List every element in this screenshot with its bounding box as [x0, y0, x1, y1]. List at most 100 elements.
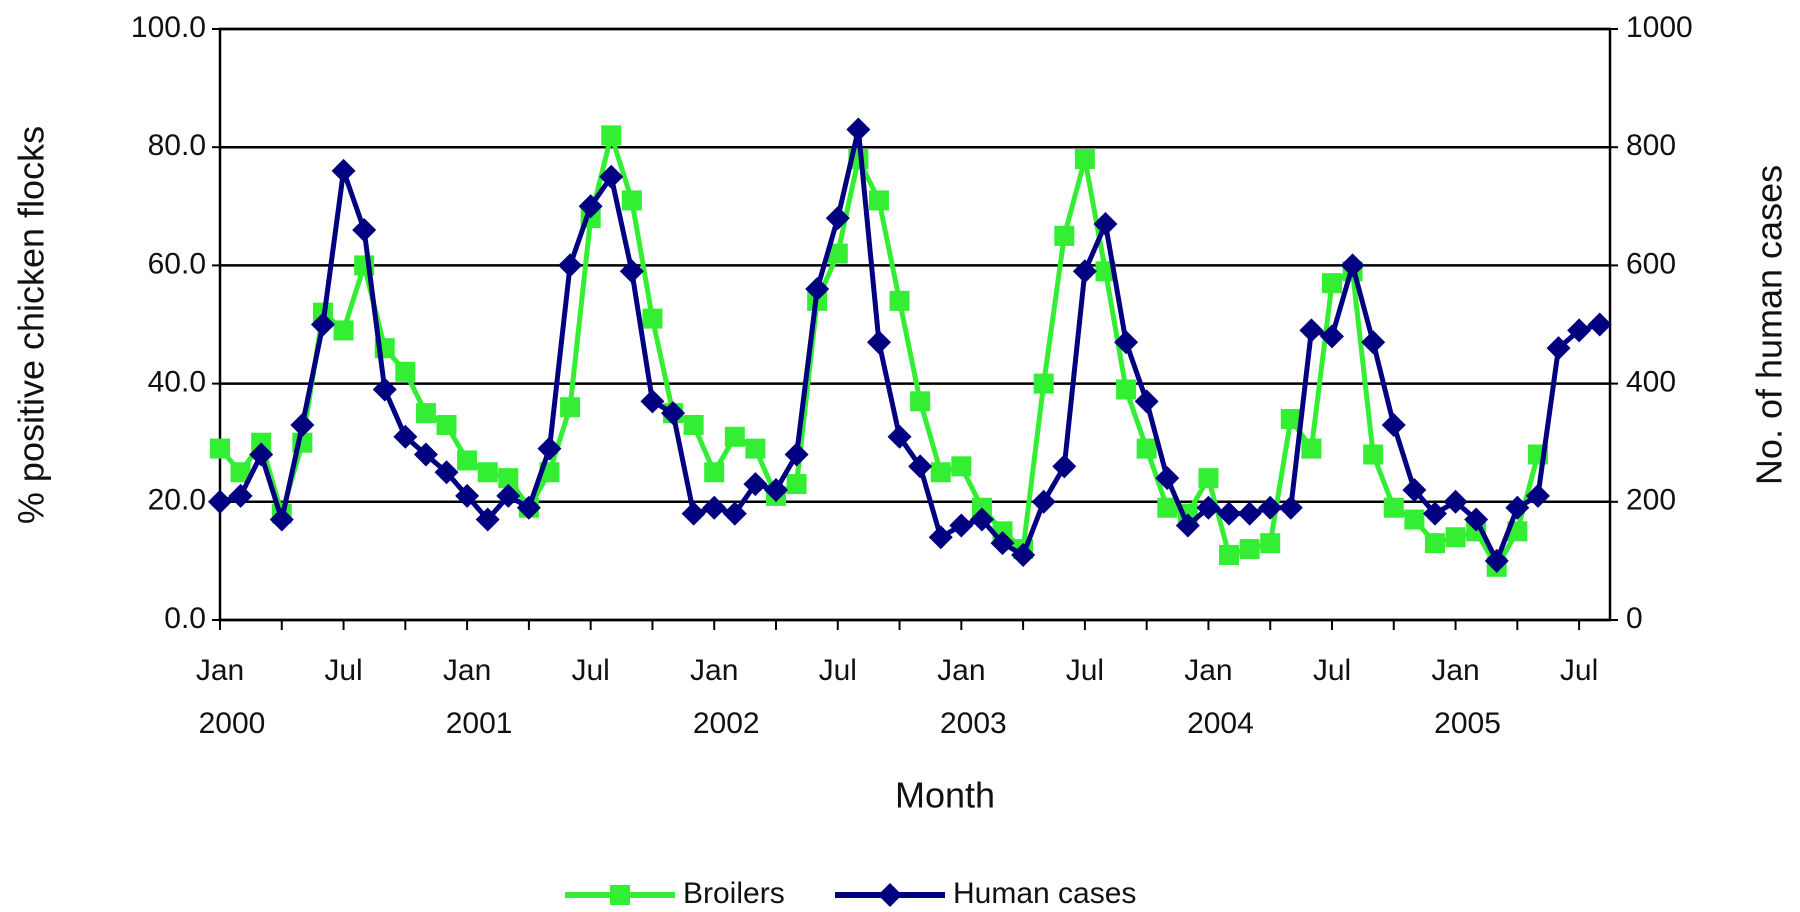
point: [1258, 495, 1283, 520]
point: [1280, 409, 1301, 430]
point: [210, 438, 230, 459]
x-tick-label: Jan: [196, 654, 244, 687]
point: [208, 489, 232, 514]
point: [951, 456, 972, 477]
point: [413, 442, 438, 467]
y-axis-title: % positive chicken flocks: [11, 126, 52, 524]
point: [228, 483, 253, 508]
point: [290, 412, 315, 437]
point: [601, 125, 622, 146]
point: [805, 277, 830, 302]
point: [846, 117, 871, 142]
point: [786, 474, 807, 495]
point: [661, 401, 686, 426]
point: [1546, 336, 1571, 361]
point: [1155, 466, 1180, 491]
point: [1072, 259, 1097, 284]
x-year-label: 2000: [199, 707, 266, 740]
point: [1074, 149, 1095, 170]
y-tick-label: 20.0: [148, 484, 206, 517]
x-year-label: 2005: [1434, 707, 1501, 740]
point: [621, 190, 642, 211]
point: [866, 330, 891, 355]
legend-marker: [878, 883, 902, 907]
x-year-label: 2003: [940, 707, 1007, 740]
x-year-label: 2001: [446, 707, 513, 740]
point: [1175, 513, 1200, 538]
point: [1237, 501, 1262, 526]
y-tick-label: 40.0: [148, 366, 206, 399]
point: [578, 194, 603, 219]
point: [1322, 273, 1342, 294]
point: [415, 403, 436, 424]
point: [784, 442, 809, 467]
point: [910, 391, 931, 412]
point: [558, 253, 583, 278]
point: [352, 217, 377, 242]
point: [1361, 330, 1386, 355]
point: [1301, 438, 1322, 459]
x-tick-label: Jan: [690, 654, 738, 687]
point: [990, 531, 1015, 556]
x-tick-label: Jul: [324, 654, 362, 687]
point: [249, 442, 274, 467]
y2-tick-label: 0: [1626, 602, 1643, 635]
y-tick-label: 60.0: [148, 247, 206, 280]
point: [1587, 312, 1612, 337]
point: [230, 462, 251, 483]
point: [269, 507, 294, 532]
point: [1054, 225, 1075, 246]
point: [1363, 444, 1384, 465]
point: [1011, 542, 1036, 567]
y2-tick-label: 200: [1626, 484, 1676, 517]
y2-tick-label: 600: [1626, 247, 1676, 280]
point: [887, 424, 912, 449]
point: [1381, 412, 1406, 437]
point: [640, 389, 665, 414]
point: [743, 472, 768, 497]
point: [1239, 539, 1260, 560]
point: [889, 290, 910, 311]
point: [683, 414, 704, 435]
point: [1198, 468, 1219, 489]
x-axis-title: Month: [895, 775, 995, 816]
point: [516, 495, 541, 520]
y2-axis-title: No. of human cases: [1749, 165, 1790, 485]
point: [372, 377, 397, 402]
point: [1052, 454, 1077, 479]
y2-tick-label: 1000: [1626, 11, 1693, 44]
point: [1157, 497, 1178, 518]
point: [1424, 533, 1445, 554]
point: [1484, 548, 1509, 573]
point: [1136, 438, 1157, 459]
x-tick-label: Jan: [1184, 654, 1232, 687]
point: [599, 164, 624, 189]
point: [477, 462, 498, 483]
point: [619, 259, 644, 284]
point: [1033, 373, 1054, 394]
point: [1278, 495, 1303, 520]
point: [395, 361, 416, 382]
point: [1404, 509, 1425, 530]
point: [642, 308, 663, 329]
point: [1260, 533, 1281, 554]
point: [1116, 379, 1137, 400]
point: [1093, 212, 1118, 237]
point: [722, 501, 747, 526]
point: [393, 424, 418, 449]
point: [331, 158, 356, 183]
point: [930, 462, 951, 483]
point: [496, 483, 521, 508]
point: [1505, 495, 1530, 520]
point: [1196, 495, 1221, 520]
y2-tick-label: 400: [1626, 366, 1676, 399]
x-tick-label: Jul: [819, 654, 857, 687]
point: [434, 460, 459, 485]
point: [1525, 483, 1550, 508]
point: [475, 507, 500, 532]
point: [928, 525, 953, 550]
point: [310, 312, 335, 337]
x-year-label: 2004: [1187, 707, 1254, 740]
point: [1340, 253, 1365, 278]
